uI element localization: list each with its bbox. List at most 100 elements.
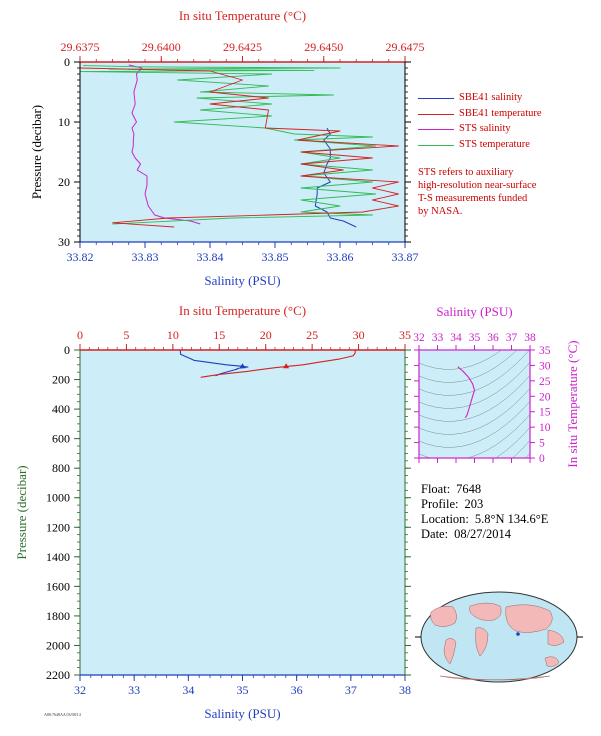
x2-tick-label: 29.6475 [386, 40, 425, 54]
x2-tick-label: 0 [77, 328, 83, 342]
ts-y-tick-label: 35 [539, 345, 551, 357]
x-tick-label: 33 [128, 683, 140, 697]
y-tick-label: 1400 [46, 550, 70, 564]
x-tick-label: 33.82 [67, 250, 94, 264]
y-tick-label: 2200 [46, 668, 70, 682]
y-tick-label: 600 [52, 432, 70, 446]
y-tick-label: 0 [64, 55, 70, 69]
y-tick-label: 400 [52, 402, 70, 416]
ts-x-axis-title: Salinity (PSU) [436, 304, 512, 319]
y-tick-label: 1200 [46, 520, 70, 534]
x-axis-title: Salinity (PSU) [204, 706, 280, 721]
y-tick-label: 0 [64, 343, 70, 357]
ts-x-tick-label: 33 [432, 332, 444, 344]
continent [475, 627, 489, 657]
x-axis-title: Salinity (PSU) [204, 273, 280, 288]
float-metadata: Float: 7648 Profile: 203 Location: 5.8°N 134.… [421, 482, 548, 542]
continent [544, 656, 560, 667]
note-line: T-S measurements funded [418, 193, 528, 204]
density-contour [419, 375, 530, 422]
ts-y-tick-label: 5 [539, 438, 545, 450]
legend-label: SBE41 temperature [459, 107, 542, 119]
note-line: by NASA. [418, 206, 463, 217]
ts-y-axis-title: In situ Temperature (°C) [565, 340, 580, 467]
legend-label: STS salinity [459, 123, 511, 134]
ts-x-tick-label: 38 [524, 332, 536, 344]
y-tick-label: 800 [52, 461, 70, 475]
series-line-sts-salinity [128, 64, 201, 225]
x2-axis-title: In situ Temperature (°C) [179, 8, 306, 23]
density-contour [419, 401, 530, 448]
salinity-marker [239, 363, 246, 369]
ts-y-tick-label: 10 [539, 422, 551, 434]
x-tick-label: 33.83 [132, 250, 159, 264]
continent [430, 605, 457, 627]
y-tick-label: 1000 [46, 491, 70, 505]
metadata-label: Profile: [421, 497, 459, 511]
ts-x-tick-label: 35 [469, 332, 481, 344]
x2-tick-label: 25 [306, 328, 318, 342]
y-tick-label: 1600 [46, 579, 70, 593]
y-tick-label: 1800 [46, 609, 70, 623]
x2-axis-title: In situ Temperature (°C) [179, 303, 306, 318]
metadata-label: Float: [421, 482, 451, 496]
x2-tick-label: 35 [399, 328, 411, 342]
y-tick-label: 200 [52, 373, 70, 387]
density-contour [419, 388, 530, 435]
y-tick-label: 30 [58, 235, 70, 249]
y-axis-title: Pressure (decibar) [29, 105, 44, 199]
note-line: STS refers to auxiliary [418, 167, 514, 178]
footer-code: A88:7648AA 03/08/14 [44, 712, 81, 717]
metadata-value: 203 [464, 497, 484, 511]
metadata-line: Date: 08/27/2014 [421, 527, 548, 542]
metadata-value: 7648 [456, 482, 482, 496]
ts-y-tick-label: 25 [539, 376, 551, 388]
x2-tick-label: 29.6450 [304, 40, 343, 54]
x-tick-label: 36 [291, 683, 303, 697]
x2-tick-label: 29.6400 [142, 40, 181, 54]
continent [469, 602, 502, 621]
ts-x-tick-label: 36 [487, 332, 499, 344]
series-line-sbe41-temperature [79, 67, 399, 228]
ts-curve [457, 366, 476, 419]
legend-swatch [418, 144, 454, 146]
legend-swatch [418, 129, 454, 130]
series-line-sbe41-temperature [200, 350, 356, 378]
x2-tick-label: 15 [213, 328, 225, 342]
metadata-line: Float: 7648 [421, 482, 548, 497]
plot-area [80, 350, 405, 675]
x2-tick-label: 29.6375 [61, 40, 100, 54]
ts-y-tick-label: 0 [539, 453, 545, 465]
continent [547, 629, 565, 646]
temperature-marker [283, 363, 290, 369]
y-tick-label: 2000 [46, 638, 70, 652]
y-tick-label: 20 [58, 175, 70, 189]
metadata-line: Profile: 203 [421, 497, 548, 512]
metadata-line: Location: 5.8°N 134.6°E [421, 512, 548, 527]
ts-x-tick-label: 37 [506, 332, 518, 344]
continent [439, 675, 551, 681]
legend-label: STS temperature [459, 138, 530, 150]
legend-label: SBE41 salinity [459, 92, 523, 103]
metadata-label: Location: [421, 512, 469, 526]
y-axis-title: Pressure (decibar) [14, 465, 29, 559]
density-contour [419, 350, 518, 383]
x-tick-label: 32 [74, 683, 86, 697]
density-contour [419, 362, 530, 409]
ts-x-tick-label: 34 [450, 332, 462, 344]
y-tick-label: 10 [58, 115, 70, 129]
x-tick-label: 33.87 [392, 250, 419, 264]
density-contour [419, 350, 530, 396]
x-tick-label: 34 [182, 683, 194, 697]
legend-swatch [418, 98, 454, 99]
ts-x-tick-label: 32 [413, 332, 425, 344]
x-tick-label: 33.86 [327, 250, 354, 264]
metadata-value: 5.8°N 134.6°E [474, 512, 549, 526]
ts-y-tick-label: 20 [539, 391, 551, 403]
legend-swatch [418, 113, 454, 115]
continent [505, 604, 553, 633]
x-tick-label: 33.85 [262, 250, 289, 264]
ts-y-tick-label: 30 [539, 360, 551, 372]
metadata-value: 08/27/2014 [454, 527, 512, 541]
